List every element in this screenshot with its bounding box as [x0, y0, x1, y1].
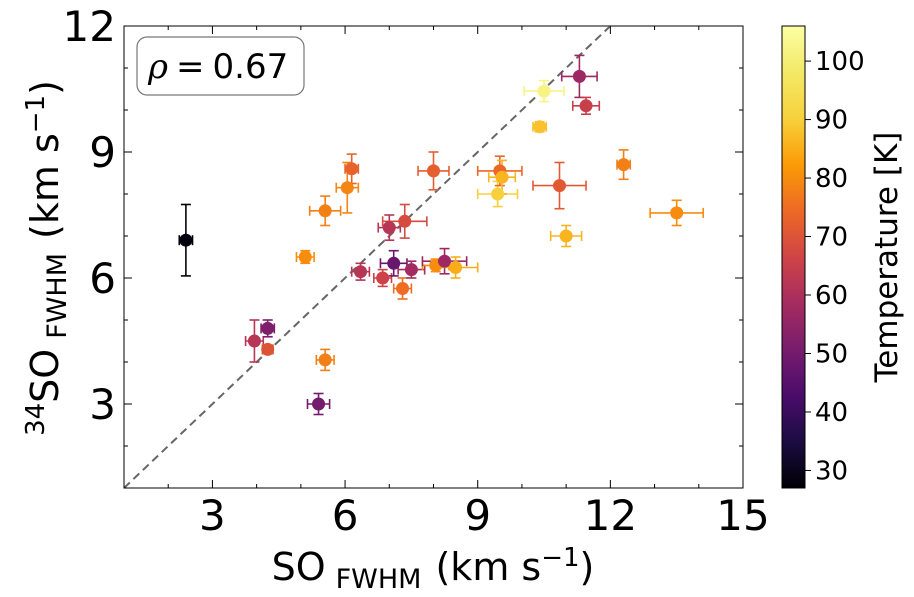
data-point-1: [247, 334, 261, 348]
colorbar-tick-label: 60: [815, 281, 848, 311]
data-point-30: [617, 158, 631, 172]
data-point-13: [387, 256, 401, 270]
colorbar-tick-label: 90: [815, 106, 848, 136]
data-point-14: [396, 282, 410, 295]
colorbar-ticks: 30 40 50 60 70 80 90 100: [805, 47, 865, 486]
data-point-21: [491, 187, 505, 201]
annotation-text: ρ = 0.67: [147, 47, 288, 87]
x-tick-label: 12: [584, 491, 637, 540]
y-tick-label: 12: [63, 2, 116, 51]
error-bar-5: [306, 392, 331, 416]
colorbar-tick-label: 50: [815, 339, 848, 369]
x-axis-title: SO FWHM (km s−1): [272, 543, 595, 595]
colorbar: 30 40 50 60 70 80 90 100 Temperature [K]: [781, 25, 905, 489]
correlation-annotation: ρ = 0.67: [136, 36, 305, 96]
colorbar-tick-label: 100: [815, 47, 865, 77]
x-tick-label: 3: [199, 491, 226, 540]
data-point-0: [179, 233, 193, 247]
data-point-16: [404, 263, 418, 277]
colorbar-label: Temperature [K]: [869, 132, 905, 384]
data-point-4: [298, 250, 312, 264]
data-point-31: [670, 206, 684, 220]
data-point-8: [340, 181, 354, 195]
data-point-28: [572, 69, 586, 83]
colorbar-gradient: [781, 25, 806, 489]
one-to-one-reference-line: [124, 26, 612, 488]
data-point-19: [438, 254, 452, 268]
data-point-5: [312, 397, 326, 411]
y-axis-title: 34SOFWHM(km s−1): [21, 80, 73, 436]
x-tick-label: 15: [716, 491, 769, 540]
y-tick-label: 9: [89, 128, 116, 177]
y-tick-label: 6: [89, 254, 116, 303]
x-tick-label: 9: [464, 491, 491, 540]
data-point-25: [537, 84, 551, 98]
data-point-27: [559, 229, 573, 243]
colorbar-tick-label: 30: [815, 456, 848, 486]
data-point-3: [261, 342, 275, 356]
plot-area: [123, 25, 744, 489]
data-point-7: [318, 353, 332, 367]
colorbar-tick-label: 70: [815, 223, 848, 253]
data-point-15: [398, 214, 412, 228]
y-tick-label: 3: [89, 380, 116, 429]
x-axis-ticks: 3 6 9 12 15: [123, 26, 770, 540]
x-tick-label: 6: [332, 491, 359, 540]
data-point-20: [449, 261, 463, 274]
annotation-box: [136, 36, 305, 96]
y-axis-ticks: 3 6 9 12: [63, 2, 743, 489]
data-point-2: [261, 321, 275, 335]
data-point-24: [533, 120, 547, 134]
data-point-26: [553, 179, 567, 193]
data-point-12: [382, 221, 396, 235]
data-point-29: [579, 99, 593, 113]
data-point-17: [427, 164, 440, 178]
data-point-10: [354, 265, 368, 279]
data-point-23: [495, 170, 509, 184]
data-point-6: [318, 204, 332, 218]
colorbar-tick-label: 80: [815, 164, 848, 194]
data-point-9: [345, 162, 359, 176]
data-point-11: [376, 271, 390, 285]
colorbar-tick-label: 40: [815, 398, 848, 428]
data-points: [179, 69, 684, 411]
